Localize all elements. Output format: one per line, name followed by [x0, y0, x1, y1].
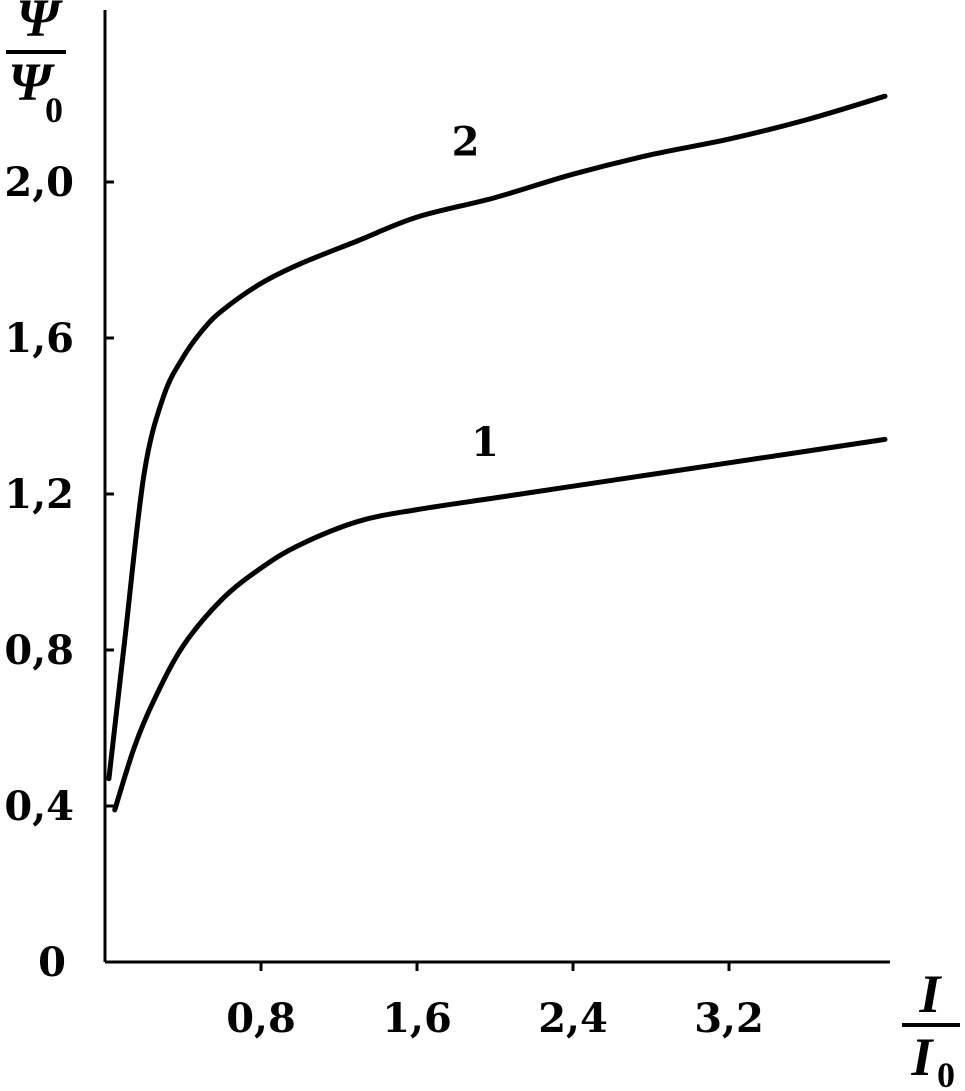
series-2-label: 2 [452, 119, 480, 166]
series-1-label: 1 [471, 419, 499, 466]
x-axis-title-numerator: I [918, 964, 942, 1024]
x-tick-label: 0,8 [226, 995, 296, 1042]
y-tick-label: 1,2 [4, 471, 74, 518]
y-axis-title-denominator: Ψ [8, 52, 55, 112]
y-tick-label: 0 [38, 939, 66, 986]
y-tick-label: 2,0 [4, 159, 74, 206]
y-axis-title-subscript: 0 [45, 90, 63, 130]
series-1-line [112, 436, 888, 813]
y-axis-title-numerator: Ψ [16, 0, 63, 48]
y-ticks: 0 0,4 0,8 1,2 1,6 2,0 [4, 159, 114, 986]
x-axis-title-subscript: 0 [937, 1055, 955, 1091]
y-axis-title: Ψ Ψ 0 [6, 0, 66, 130]
y-tick-label: 0,4 [4, 783, 74, 830]
series-layer: 12 [106, 93, 888, 813]
x-tick-label: 1,6 [382, 995, 452, 1042]
x-axis-title-denominator: I [910, 1027, 934, 1087]
x-ticks: 0,8 1,6 2,4 3,2 [226, 962, 764, 1042]
x-tick-label: 2,4 [538, 995, 608, 1042]
series-2-line [106, 93, 888, 782]
x-axis-title: I I 0 [902, 964, 960, 1091]
y-tick-label: 0,8 [4, 627, 74, 674]
x-tick-label: 3,2 [694, 995, 764, 1042]
y-tick-label: 1,6 [4, 315, 74, 362]
